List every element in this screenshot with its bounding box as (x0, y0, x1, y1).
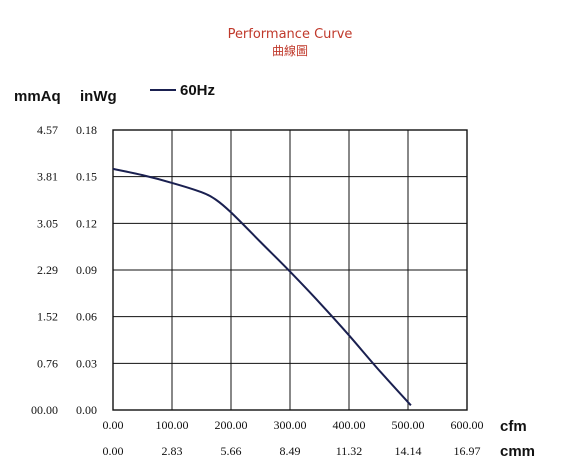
y2-tick-label: 2.29 (37, 263, 58, 277)
tick-labels: 0.00 100.00 200.00 300.00 400.00 500.00 600.00… (31, 123, 484, 458)
y2-tick-label: 00.00 (31, 403, 58, 417)
legend-label: 60Hz (180, 82, 215, 99)
x-tick-label: 600.00 (451, 418, 484, 432)
x2-tick-label: 0.00 (103, 444, 124, 458)
x2-tick-label: 5.66 (221, 444, 242, 458)
plot-frame (112, 129, 468, 411)
x-unit-secondary: cmm (500, 443, 535, 458)
x-unit-primary: cfm (500, 418, 527, 435)
y2-tick-label: 1.52 (37, 310, 58, 324)
x-tick-label: 400.00 (333, 418, 366, 432)
y-tick-label: 0.03 (76, 356, 97, 370)
y-tick-label: 0.00 (76, 403, 97, 417)
y2-tick-label: 0.76 (37, 356, 58, 370)
y-tick-label: 0.18 (76, 123, 97, 137)
chart-subtitle: 曲線圖 (272, 43, 308, 58)
x-tick-label: 0.00 (103, 418, 124, 432)
x2-tick-label: 2.83 (162, 444, 183, 458)
x-tick-label: 100.00 (156, 418, 189, 432)
x-tick-label: 500.00 (392, 418, 425, 432)
y-unit-primary: mmAq (14, 88, 61, 105)
x-tick-label: 300.00 (274, 418, 307, 432)
y-tick-label: 0.15 (76, 170, 97, 184)
y-tick-label: 0.06 (76, 310, 97, 324)
y-tick-label: 0.12 (76, 216, 97, 230)
x2-tick-label: 16.97 (454, 444, 481, 458)
x2-tick-label: 8.49 (280, 444, 301, 458)
x2-tick-label: 14.14 (395, 444, 422, 458)
y2-tick-label: 4.57 (37, 123, 58, 137)
y2-tick-label: 3.05 (37, 216, 58, 230)
series-60hz-line (112, 167, 412, 406)
x2-tick-label: 11.32 (336, 444, 363, 458)
y2-tick-label: 3.81 (37, 170, 58, 184)
y-tick-label: 0.09 (76, 263, 97, 277)
grid (113, 130, 467, 410)
x-tick-label: 200.00 (215, 418, 248, 432)
y-unit-secondary: inWg (80, 88, 117, 105)
chart-title: Performance Curve (228, 27, 353, 42)
